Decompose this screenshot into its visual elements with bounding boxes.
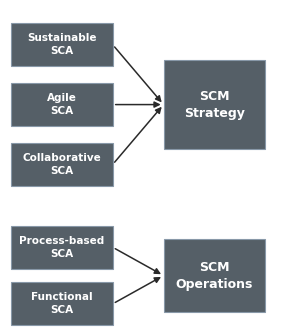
Text: SCM
Strategy: SCM Strategy: [184, 90, 245, 120]
FancyBboxPatch shape: [11, 23, 113, 66]
Text: Agile
SCA: Agile SCA: [47, 93, 77, 116]
FancyBboxPatch shape: [11, 83, 113, 126]
Text: SCM
Operations: SCM Operations: [176, 261, 253, 290]
FancyBboxPatch shape: [164, 239, 265, 312]
Text: Functional
SCA: Functional SCA: [31, 292, 93, 315]
Text: Process-based
SCA: Process-based SCA: [19, 236, 105, 259]
FancyBboxPatch shape: [11, 143, 113, 186]
Text: Sustainable
SCA: Sustainable SCA: [27, 33, 97, 56]
Text: Collaborative
SCA: Collaborative SCA: [23, 153, 102, 176]
FancyBboxPatch shape: [11, 226, 113, 269]
FancyBboxPatch shape: [11, 282, 113, 325]
FancyBboxPatch shape: [164, 60, 265, 149]
